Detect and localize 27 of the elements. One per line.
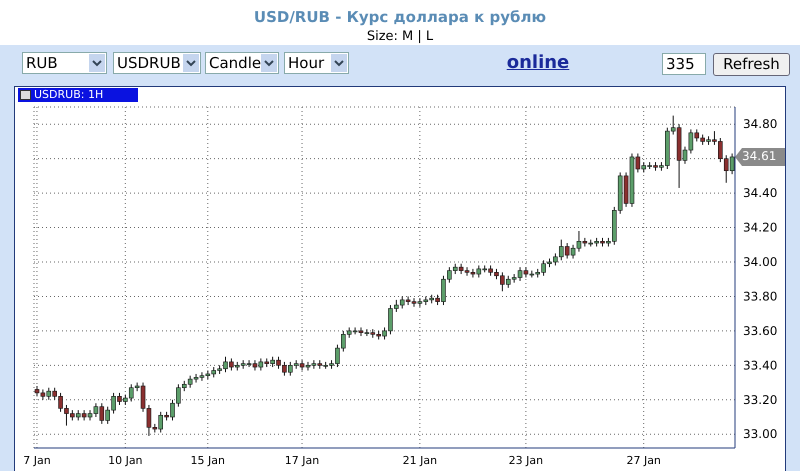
x-tick-label: 7 Jan [23, 454, 51, 467]
y-tick-label: 33.80 [743, 289, 778, 304]
x-tick-label: 10 Jan [108, 454, 143, 467]
text: Size: M | L [366, 29, 434, 44]
text: RUB [22, 52, 107, 74]
x-tick-label: 17 Jan [284, 454, 320, 467]
y-tick-label: 33.20 [743, 392, 778, 407]
text: Hour [284, 52, 349, 74]
y-tick-label: 34.80 [743, 117, 778, 132]
y-tick-label: 33.00 [743, 427, 778, 442]
x-tick-label: 27 Jan [626, 454, 661, 467]
text: 34.61 [742, 148, 776, 163]
chart-title: USD/RUB - Курс доллара к рублю [252, 8, 548, 26]
x-tick-label: 23 Jan [508, 454, 544, 467]
text: 335 [662, 53, 706, 75]
text: USDRUB [113, 52, 201, 74]
text: Refresh [713, 53, 790, 76]
text: USDRUB: 1H [34, 88, 104, 102]
text: online [506, 52, 570, 73]
y-tick-label: 34.40 [743, 186, 778, 200]
y-tick-label: 33.40 [743, 358, 778, 372]
y-tick-label: 34.00 [743, 255, 778, 269]
x-tick-label: 21 Jan [402, 454, 438, 467]
x-tick-label: 15 Jan [190, 454, 226, 467]
y-tick-label: 34.20 [743, 220, 778, 235]
text: Candle [205, 52, 279, 74]
y-tick-label: 33.60 [743, 324, 778, 338]
